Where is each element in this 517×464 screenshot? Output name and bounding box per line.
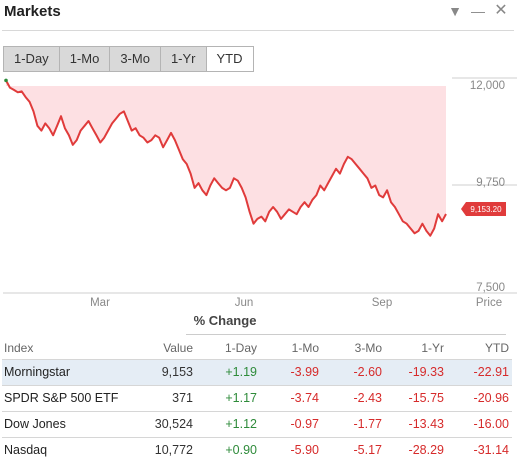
pct-change-header: % Change (193, 313, 257, 328)
change-1-mo: -5.90 (260, 436, 322, 463)
table-row[interactable]: SPDR S&P 500 ETF 371 +1.17 -3.74 -2.43 -… (2, 384, 512, 411)
change-3-mo: -5.17 (322, 436, 385, 463)
change-ytd: -22.91 (447, 358, 512, 385)
last-price-label: 9,153.20 (470, 205, 502, 214)
pct-change-divider (186, 334, 506, 335)
index-value: 10,772 (152, 436, 196, 463)
x-tick-label: Jun (235, 297, 254, 309)
change-1-mo: -3.74 (260, 384, 322, 411)
table-row[interactable]: Morningstar 9,153 +1.19 -3.99 -2.60 -19.… (2, 358, 512, 385)
tab-1-mo[interactable]: 1-Mo (58, 46, 111, 72)
index-name: SPDR S&P 500 ETF (2, 384, 152, 411)
change-1-mo: -3.99 (260, 358, 322, 385)
x-tick-label: Sep (372, 297, 392, 309)
minimize-icon[interactable]: — (471, 3, 485, 19)
header-divider (2, 30, 514, 31)
change-1-yr: -19.33 (385, 358, 447, 385)
change-1-day: +0.90 (196, 436, 260, 463)
y-tick-label: 9,750 (476, 177, 505, 189)
change-1-day: +1.19 (196, 358, 260, 385)
table-row[interactable]: Dow Jones 30,524 +1.12 -0.97 -1.77 -13.4… (2, 410, 512, 437)
col-header-value: Value (163, 341, 193, 356)
change-1-day: +1.12 (196, 410, 260, 437)
price-chart: 12,000 9,750 7,500 Price Mar Jun Sep 9,1… (3, 77, 517, 309)
index-value: 9,153 (152, 358, 196, 385)
index-value: 30,524 (152, 410, 196, 437)
price-line (5, 79, 447, 237)
widget-header: Markets ▼ — ✕ (0, 0, 517, 26)
col-header-1-day: 1-Day (224, 341, 257, 356)
change-ytd: -20.96 (447, 384, 512, 411)
change-1-yr: -15.75 (385, 384, 447, 411)
tab-1-day[interactable]: 1-Day (3, 46, 60, 72)
table-row[interactable]: Nasdaq 10,772 +0.90 -5.90 -5.17 -28.29 -… (2, 436, 512, 463)
change-1-yr: -13.43 (385, 410, 447, 437)
tab-3-mo[interactable]: 3-Mo (109, 46, 161, 72)
last-price-badge: 9,153.20 (461, 202, 506, 217)
col-header-1-mo: 1-Mo (291, 341, 319, 356)
change-1-day: +1.17 (196, 384, 260, 411)
change-3-mo: -2.60 (322, 358, 385, 385)
y-tick-label: 12,000 (470, 80, 505, 92)
col-header-index: Index (4, 341, 34, 356)
change-3-mo: -2.43 (322, 384, 385, 411)
change-3-mo: -1.77 (322, 410, 385, 437)
index-value: 371 (152, 384, 196, 411)
y-axis-label: Price (476, 297, 502, 309)
x-tick-label: Mar (90, 297, 110, 309)
index-name: Dow Jones (2, 410, 152, 437)
widget-title: Markets (4, 3, 61, 20)
price-area (6, 80, 446, 236)
index-name: Morningstar (2, 358, 152, 385)
index-name: Nasdaq (2, 436, 152, 463)
change-1-mo: -0.97 (260, 410, 322, 437)
col-header-1-yr: 1-Yr (421, 341, 444, 356)
start-point-marker (4, 78, 8, 83)
table-header-row: Index Value 1-Day 1-Mo 3-Mo 1-Yr YTD (2, 338, 512, 359)
change-ytd: -31.14 (447, 436, 512, 463)
col-header-ytd: YTD (485, 341, 509, 356)
market-quotes-table: Index Value 1-Day 1-Mo 3-Mo 1-Yr YTD Mor… (2, 338, 512, 463)
tab-1-yr[interactable]: 1-Yr (159, 46, 207, 72)
change-ytd: -16.00 (447, 410, 512, 437)
close-icon[interactable]: ✕ (494, 2, 508, 19)
range-tabs: 1-Day 1-Mo 3-Mo 1-Yr YTD (3, 46, 254, 72)
col-header-3-mo: 3-Mo (354, 341, 382, 356)
y-tick-label: 7,500 (476, 282, 505, 294)
change-1-yr: -28.29 (385, 436, 447, 463)
triangle-down-icon[interactable]: ▼ (448, 3, 462, 19)
tab-ytd[interactable]: YTD (205, 46, 254, 72)
